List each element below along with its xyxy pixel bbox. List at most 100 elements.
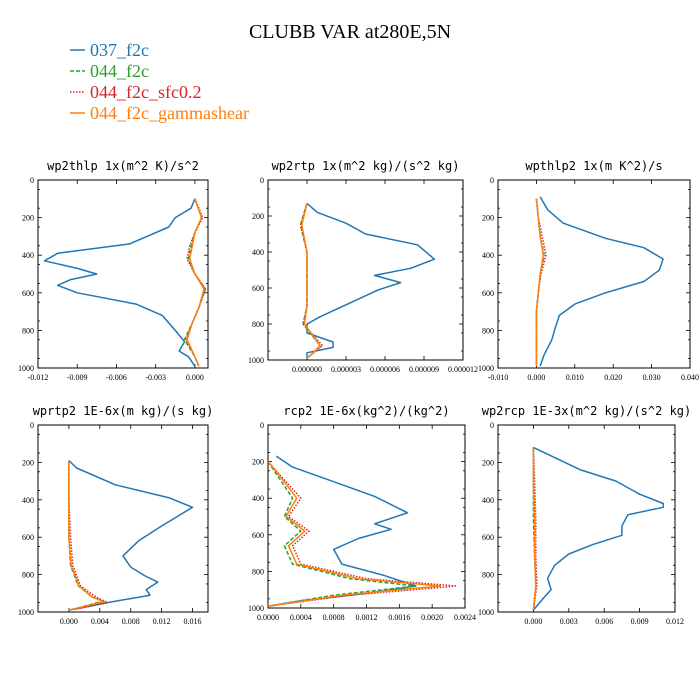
x-tick-label: -0.010	[488, 373, 509, 382]
y-tick-label: 0	[490, 421, 494, 430]
y-tick-label: 0	[30, 421, 34, 430]
x-tick-label: -0.003	[145, 373, 166, 382]
series-line	[268, 461, 458, 607]
y-tick-label: 1000	[18, 608, 34, 617]
series-line	[532, 447, 538, 611]
series-line	[68, 460, 109, 611]
x-tick-label: 0.008	[122, 617, 140, 626]
y-tick-label: 600	[482, 533, 494, 542]
series-line	[68, 459, 194, 611]
legend: 037_f2c044_f2c044_f2c_sfc0.2044_f2c_gamm…	[70, 40, 249, 123]
y-tick-label: 400	[252, 248, 264, 257]
panel-title: wp2thlp 1x(m^2 K)/s^2	[47, 159, 199, 173]
panel-title: wp2rcp 1E-3x(m^2 kg)/(s^2 kg)	[482, 404, 692, 418]
y-tick-label: 600	[252, 284, 264, 293]
x-tick-label: 0.0020	[421, 613, 443, 622]
y-tick-label: 200	[482, 214, 494, 223]
series-line	[185, 198, 207, 367]
y-tick-label: 1000	[478, 364, 494, 373]
chart-panel: wpthlp2 1x(m K^2)/s 0 200 400 600 800 1000-0.0…	[478, 159, 699, 382]
series-group	[535, 196, 664, 367]
x-tick-label: 0.0008	[323, 613, 345, 622]
x-tick-label: 0.000	[524, 617, 542, 626]
x-tick-label: 0.000003	[331, 365, 361, 374]
x-tick-label: 0.000	[527, 373, 545, 382]
x-tick-label: 0.012	[666, 617, 684, 626]
x-tick-label: 0.016	[184, 617, 202, 626]
y-tick-label: 0	[490, 176, 494, 185]
series-line	[43, 198, 196, 367]
y-tick-label: 200	[482, 458, 494, 467]
y-tick-label: 200	[22, 458, 34, 467]
x-tick-label: -0.006	[106, 373, 127, 382]
y-tick-label: 400	[482, 251, 494, 260]
series-group	[532, 446, 664, 611]
series-line	[268, 461, 442, 607]
x-tick-label: 0.010	[566, 373, 584, 382]
x-tick-label: 0.000009	[409, 365, 439, 374]
chart-panel: wp2rtp 1x(m^2 kg)/(s^2 kg) 0 200 400 600 800 1…	[248, 159, 478, 374]
y-tick-label: 1000	[478, 608, 494, 617]
y-tick-label: 800	[22, 326, 34, 335]
x-tick-label: -0.009	[67, 373, 88, 382]
x-tick-label: 0.040	[681, 373, 699, 382]
y-tick-label: 0	[260, 421, 264, 430]
y-tick-label: 800	[482, 326, 494, 335]
y-tick-label: 1000	[248, 604, 264, 613]
panel-title: wpthlp2 1x(m K^2)/s	[525, 159, 662, 173]
y-tick-label: 400	[22, 496, 34, 505]
figure-title: CLUBB VAR at280E,5N	[249, 21, 451, 43]
legend-label: 044_f2c	[90, 61, 149, 81]
series-line	[306, 202, 436, 359]
series-line	[532, 447, 537, 611]
x-tick-label: 0.003	[560, 617, 578, 626]
series-group	[299, 202, 436, 359]
y-tick-label: 800	[22, 571, 34, 580]
x-tick-label: 0.000012	[448, 365, 478, 374]
legend-label: 044_f2c_gammashear	[90, 103, 249, 123]
series-line	[186, 198, 205, 367]
plot-frame	[497, 424, 676, 613]
series-line	[535, 198, 545, 367]
x-tick-label: -0.012	[28, 373, 49, 382]
plot-frame	[267, 179, 464, 361]
x-tick-label: 0.000	[60, 617, 78, 626]
x-tick-label: 0.0000	[257, 613, 279, 622]
series-line	[532, 446, 664, 611]
series-line	[539, 196, 664, 367]
plot-frame	[37, 424, 209, 613]
chart-panels: wp2thlp 1x(m^2 K)/s^202004006008001000-0…	[18, 159, 699, 626]
y-tick-label: 600	[252, 531, 264, 540]
y-tick-label: 600	[22, 289, 34, 298]
series-group	[43, 198, 207, 367]
x-tick-label: 0.0024	[454, 613, 476, 622]
y-tick-label: 0	[260, 176, 264, 185]
y-tick-label: 400	[252, 494, 264, 503]
x-tick-label: 0.0004	[290, 613, 312, 622]
series-group	[68, 459, 194, 611]
x-tick-label: 0.030	[643, 373, 661, 382]
y-tick-label: 800	[252, 567, 264, 576]
x-tick-label: 0.000	[186, 373, 204, 382]
plot-frame	[37, 179, 209, 369]
y-tick-label: 800	[252, 320, 264, 329]
y-tick-label: 600	[482, 289, 494, 298]
y-tick-label: 800	[482, 571, 494, 580]
y-tick-label: 1000	[248, 356, 264, 365]
y-tick-label: 200	[252, 458, 264, 467]
x-tick-label: 0.006	[595, 617, 613, 626]
x-tick-label: 0.0012	[356, 613, 378, 622]
y-tick-label: 400	[22, 251, 34, 260]
chart-panel: wp2thlp 1x(m^2 K)/s^202004006008001000-0…	[18, 159, 209, 382]
y-tick-label: 600	[22, 533, 34, 542]
y-tick-label: 200	[252, 212, 264, 221]
y-tick-label: 200	[22, 214, 34, 223]
series-line	[535, 198, 547, 367]
x-tick-label: 0.009	[631, 617, 649, 626]
series-line	[68, 460, 105, 611]
series-line	[301, 203, 321, 359]
chart-panel: wprtp2 1E-6x(m kg)/(s kg) 0 200 400 600 800 10…	[18, 404, 213, 626]
y-tick-label: 400	[482, 496, 494, 505]
series-group	[268, 455, 458, 607]
series-line	[268, 461, 417, 607]
